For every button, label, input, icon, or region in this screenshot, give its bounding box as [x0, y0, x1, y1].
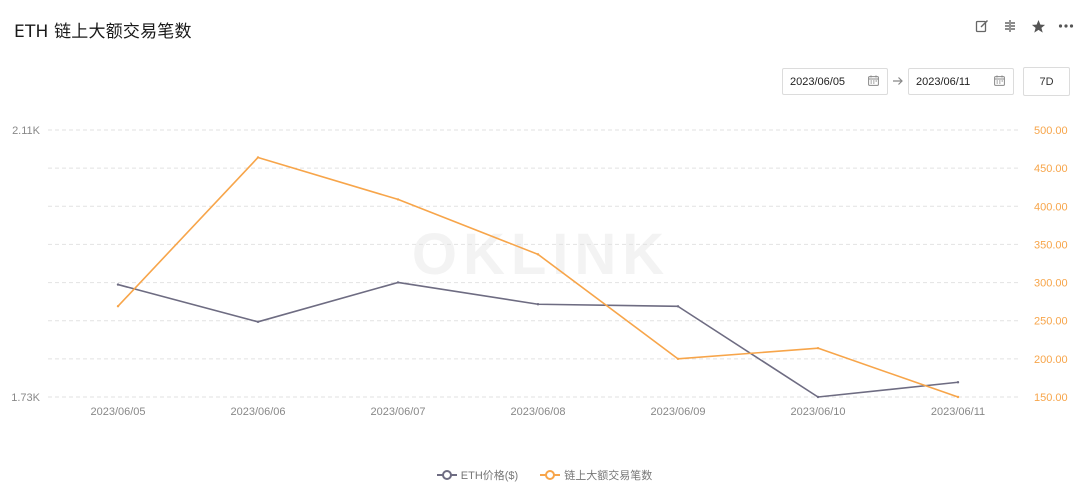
end-date-field[interactable]: 2023/06/11	[908, 68, 1014, 95]
right-tick-label: 450.00	[1034, 163, 1068, 175]
large-tx-count-point	[956, 395, 960, 399]
eth-price-point	[956, 381, 960, 384]
right-tick-label: 150.00	[1034, 392, 1068, 404]
legend-label: ETH价格($)	[460, 470, 519, 482]
start-date-value: 2023/06/05	[790, 75, 846, 88]
large-tx-count-point	[256, 156, 260, 159]
right-tick-label: 300.00	[1034, 278, 1068, 290]
eth-price-point	[816, 395, 820, 399]
legend-swatch-icon	[540, 470, 561, 480]
date-range-picker: 2023/06/05 2023/06/11	[782, 67, 1014, 96]
series-lines	[116, 156, 960, 399]
x-tick-label: 2023/06/07	[370, 406, 425, 418]
eth-price-line	[117, 281, 959, 398]
eth-price-point	[116, 283, 120, 286]
watermark: OKLINK	[412, 222, 670, 287]
range-7d-button[interactable]: 7D	[1023, 67, 1070, 96]
compare-icon[interactable]	[1001, 17, 1019, 35]
legend-item-eth-price[interactable]: ETH价格($)	[436, 467, 519, 483]
line-chart: OKLINK 2.11K 1.73K 500.00 450.00 400.00 350.…	[11, 125, 1068, 418]
x-tick-label: 2023/06/09	[650, 406, 705, 418]
eth-price-point	[256, 320, 260, 324]
x-axis: 2023/06/05 2023/06/06 2023/06/07 2023/06/08…	[90, 406, 985, 418]
left-tick-label: 2.11K	[12, 125, 41, 137]
right-axis: 500.00 450.00 400.00 350.00 300.00 250.00 200.…	[1034, 125, 1068, 404]
large-tx-count-point	[536, 253, 540, 256]
edit-icon[interactable]	[973, 17, 991, 35]
x-tick-label: 2023/06/08	[510, 406, 565, 418]
left-tick-label: 1.73K	[11, 392, 40, 404]
right-tick-label: 200.00	[1034, 354, 1068, 366]
eth-price-point	[396, 281, 400, 284]
large-tx-count-point	[816, 346, 820, 350]
arrow-right-icon	[888, 74, 908, 89]
start-date-field[interactable]: 2023/06/05	[782, 68, 888, 95]
legend-swatch-icon	[436, 470, 457, 480]
large-tx-count-point	[396, 198, 400, 201]
eth-price-point	[676, 305, 680, 308]
chart-toolbar	[973, 17, 1075, 35]
legend-label: 链上大额交易笔数	[564, 470, 653, 482]
eth-price-point	[536, 303, 540, 306]
grid-lines	[48, 129, 1018, 398]
right-tick-label: 500.00	[1034, 125, 1068, 137]
end-date-value: 2023/06/11	[916, 75, 971, 88]
chart-title: ETH 链上大额交易笔数	[14, 22, 192, 42]
star-icon[interactable]	[1029, 17, 1047, 35]
large-tx-count-point	[116, 305, 120, 308]
more-icon[interactable]	[1057, 17, 1075, 35]
right-tick-label: 400.00	[1034, 201, 1068, 213]
large-tx-count-point	[676, 357, 680, 361]
x-tick-label: 2023/06/06	[230, 406, 285, 418]
x-tick-label: 2023/06/05	[90, 406, 145, 418]
calendar-icon	[994, 75, 1005, 89]
right-tick-label: 350.00	[1034, 239, 1068, 251]
right-tick-label: 250.00	[1034, 316, 1068, 328]
x-tick-label: 2023/06/11	[931, 406, 985, 418]
x-tick-label: 2023/06/10	[790, 406, 845, 418]
legend-item-large-tx-count[interactable]: 链上大额交易笔数	[540, 467, 652, 483]
left-axis: 2.11K 1.73K	[11, 125, 40, 404]
calendar-icon	[868, 75, 879, 89]
legend: ETH价格($) 链上大额交易笔数	[0, 467, 1089, 483]
